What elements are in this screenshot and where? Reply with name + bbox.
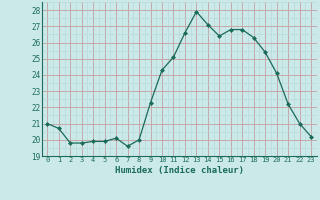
X-axis label: Humidex (Indice chaleur): Humidex (Indice chaleur)	[115, 166, 244, 175]
